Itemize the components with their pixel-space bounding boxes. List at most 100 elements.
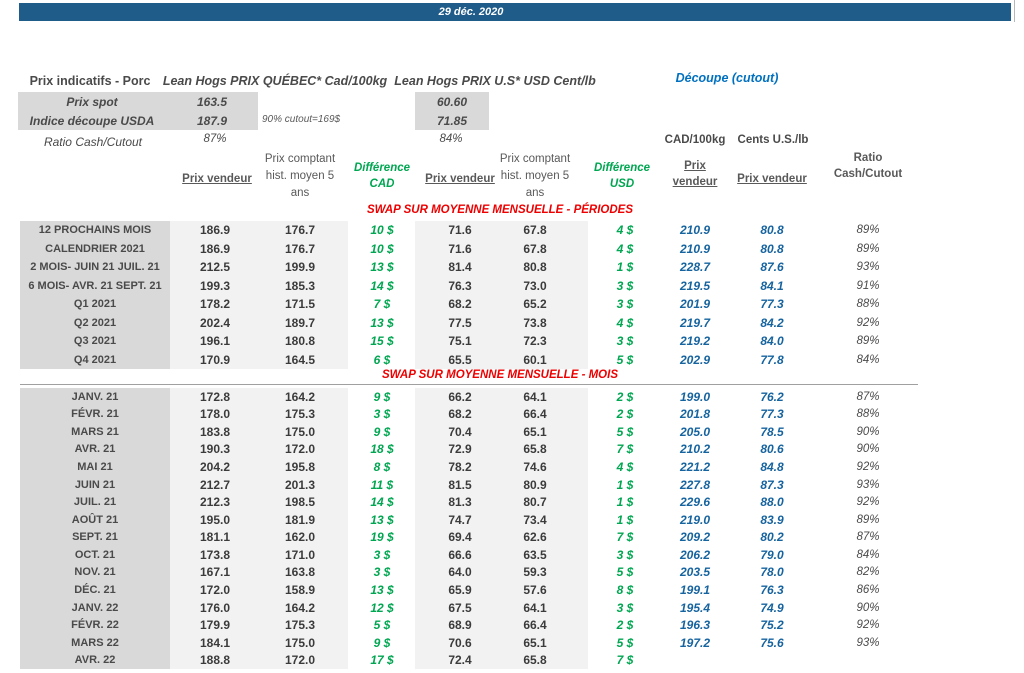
cell-label: JANV. 22 [71, 601, 119, 614]
cell-ratio [823, 651, 913, 669]
cell-pc-usd: 65.2 [523, 297, 547, 312]
report-date: 29 déc. 2020 [438, 6, 504, 18]
cell-cut-cad: 210.9 [679, 223, 711, 238]
cell-label: JUIL. 21 [73, 496, 117, 509]
cell-diff-usd: 4 $ [616, 460, 634, 475]
cell-cut-cad: 229.6 [679, 495, 711, 510]
cell-pc-cad: 175.0 [284, 635, 316, 650]
cell-ratio: 84% [856, 353, 880, 366]
table-row: JANV. 21 172.8 164.2 9 $ 66.2 64.1 2 $ 199.0 76.… [20, 388, 1010, 406]
cell-pc-usd: 67.8 [523, 223, 547, 238]
cell-pv-cad: 196.1 [199, 334, 231, 349]
cell-cut-cad: 210.9 [679, 241, 711, 256]
cell-pv-cad: 195.0 [199, 512, 231, 527]
cell-cut-usd: 74.9 [760, 600, 784, 615]
cell-diff-usd: 8 $ [616, 582, 634, 597]
cell-pv-cad: 172.0 [199, 582, 231, 597]
cell-cut-cad: 201.9 [679, 297, 711, 312]
cell-cut-cad: 196.3 [679, 618, 711, 633]
cell-label: 2 MOIS- JUIN 21 JUIL. 21 [30, 261, 160, 274]
cell-ratio: 89% [856, 242, 880, 255]
cell-pc-usd: 67.8 [523, 241, 547, 256]
table-row: AVR. 22 188.8 172.0 17 $ 72.4 65.8 7 $ [20, 651, 1010, 669]
cell-pv-cad: 199.3 [199, 278, 231, 293]
cell-ratio: 90% [856, 443, 880, 456]
cutout-title: Découpe (cutout) [675, 71, 779, 85]
cell-pc-cad: 176.7 [284, 223, 316, 238]
cell-pc-usd: 65.8 [523, 653, 547, 668]
cell-pv-usd: 81.4 [448, 260, 472, 275]
header-prix-comptant-cad: Prix comptant hist. moyen 5 ans [265, 151, 335, 202]
cell-diff-cad: 13 $ [370, 260, 394, 275]
table-periodes: 12 PROCHAINS MOIS 186.9 176.7 10 $ 71.6 67.8 4… [20, 221, 1010, 369]
table-row: MARS 21 183.8 175.0 9 $ 70.4 65.1 5 $ 205.0 78.5… [20, 423, 1010, 441]
cell-cut-cad: 219.5 [679, 278, 711, 293]
cell-cut-usd: 83.9 [760, 512, 784, 527]
spot-price-label: Prix spot [66, 94, 118, 109]
cell-cut-cad: 219.7 [679, 315, 711, 330]
cell-pv-cad: 186.9 [199, 241, 231, 256]
cell-cut-usd: 77.8 [760, 352, 784, 367]
cutout-unit-usd: Cents U.S./lb [737, 134, 809, 146]
cell-diff-usd: 4 $ [616, 223, 634, 238]
cell-diff-usd: 7 $ [616, 530, 634, 545]
header-line: Différence [593, 162, 651, 174]
header-line: hist. moyen 5 [500, 170, 570, 182]
cell-diff-cad: 9 $ [373, 389, 391, 404]
cell-ratio: 92% [856, 496, 880, 509]
spot-price-usd: 60.60 [436, 94, 468, 109]
cad-columns-band [170, 388, 348, 669]
cell-diff-cad: 13 $ [370, 582, 394, 597]
cell-pv-usd: 81.5 [448, 477, 472, 492]
table-row: 6 MOIS- AVR. 21 SEPT. 21 199.3 185.3 14 $ 76… [20, 277, 1010, 296]
header-prix-comptant-usd: Prix comptant hist. moyen 5 ans [500, 151, 570, 202]
cell-ratio: 88% [856, 298, 880, 311]
cell-pc-cad: 185.3 [284, 278, 316, 293]
ratio-usd-value: 84% [439, 133, 463, 145]
table-row: NOV. 21 167.1 163.8 3 $ 64.0 59.3 5 $ 203.5 78.0… [20, 564, 1010, 582]
cell-pv-usd: 65.5 [448, 352, 472, 367]
cell-pv-cad: 190.3 [199, 442, 231, 457]
header-ratio: Ratio Cash/Cutout [834, 150, 902, 182]
table-row: CALENDRIER 2021 186.9 176.7 10 $ 71.6 67.8 4 $… [20, 240, 1010, 259]
cell-ratio: 89% [856, 513, 880, 526]
cell-pv-usd: 71.6 [448, 223, 472, 238]
cell-pc-usd: 66.4 [523, 618, 547, 633]
cell-pc-cad: 171.5 [284, 297, 316, 312]
cell-diff-usd: 5 $ [616, 424, 634, 439]
cell-pv-usd: 66.2 [448, 389, 472, 404]
table-row: JUIL. 21 212.3 198.5 14 $ 81.3 80.7 1 $ 229.6 88… [20, 493, 1010, 511]
cell-ratio: 86% [856, 583, 880, 596]
cell-diff-cad: 7 $ [373, 297, 391, 312]
cell-diff-cad: 14 $ [370, 495, 394, 510]
cell-cut-usd: 78.5 [760, 424, 784, 439]
cell-cut-usd: 87.6 [760, 260, 784, 275]
cell-label: AVR. 21 [74, 443, 116, 456]
cell-pc-cad: 164.2 [284, 600, 316, 615]
cell-label: MARS 22 [71, 636, 119, 649]
cell-pv-cad: 178.2 [199, 297, 231, 312]
cell-pv-usd: 70.4 [448, 424, 472, 439]
cell-diff-usd: 4 $ [616, 241, 634, 256]
table-row: AVR. 21 190.3 172.0 18 $ 72.9 65.8 7 $ 210.2 80.… [20, 441, 1010, 459]
cell-diff-cad: 10 $ [370, 223, 394, 238]
cell-pv-usd: 72.9 [448, 442, 472, 457]
cell-cut-usd: 77.3 [760, 297, 784, 312]
cell-label: FÉVR. 22 [71, 619, 119, 632]
header-line: ans [290, 187, 310, 199]
cell-diff-cad: 10 $ [370, 241, 394, 256]
cell-diff-usd: 7 $ [616, 653, 634, 668]
header-cutout-prix-vendeur-cad: Prix vendeur [672, 160, 718, 188]
cell-label: MAI 21 [77, 461, 113, 474]
cell-cut-usd: 84.8 [760, 460, 784, 475]
cell-cut-cad: 201.8 [679, 407, 711, 422]
cell-pc-cad: 162.0 [284, 530, 316, 545]
cell-pc-usd: 65.1 [523, 424, 547, 439]
cell-pc-usd: 80.9 [523, 477, 547, 492]
header-line: Ratio [853, 152, 883, 164]
cell-pc-cad: 180.8 [284, 334, 316, 349]
cell-pv-cad: 212.3 [199, 495, 231, 510]
cell-pv-usd: 68.2 [448, 407, 472, 422]
cell-cut-cad: 206.2 [679, 547, 711, 562]
cell-pv-cad: 176.0 [199, 600, 231, 615]
